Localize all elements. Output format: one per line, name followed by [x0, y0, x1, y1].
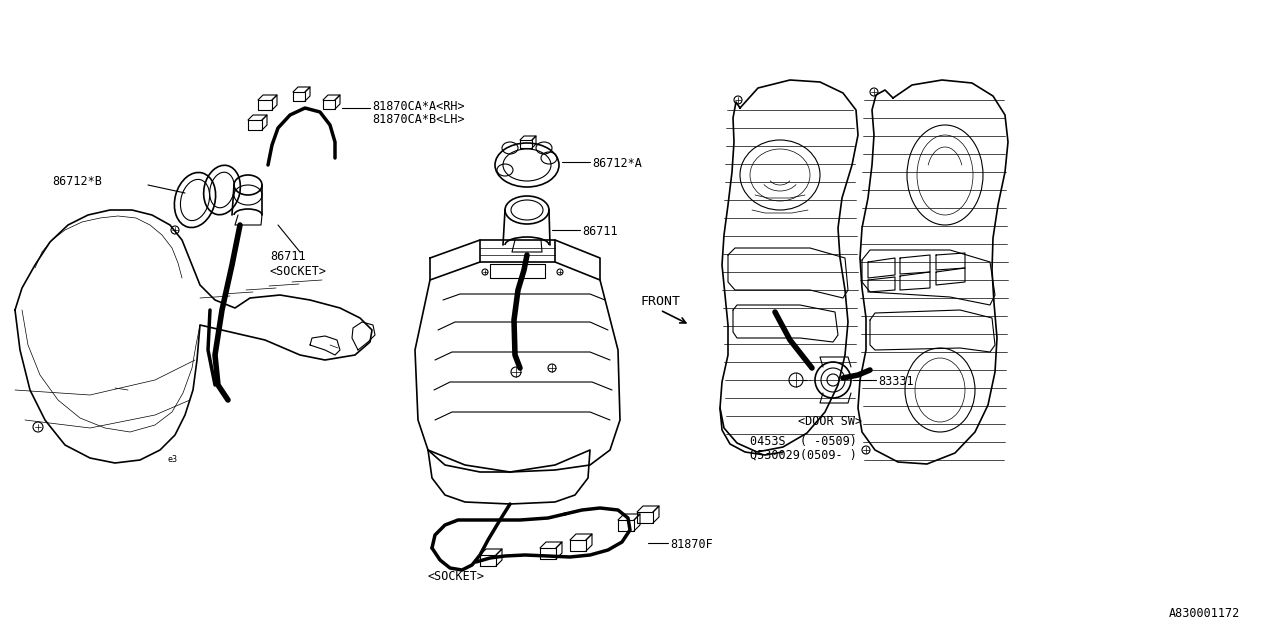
Text: 81870CA*B<LH>: 81870CA*B<LH> — [372, 113, 465, 126]
Text: A830001172: A830001172 — [1169, 607, 1240, 620]
Text: e3: e3 — [168, 455, 178, 464]
Text: 86711: 86711 — [582, 225, 618, 238]
Text: 81870F: 81870F — [669, 538, 713, 551]
Text: FRONT: FRONT — [640, 295, 680, 308]
Text: 86712*A: 86712*A — [591, 157, 641, 170]
Text: 83331: 83331 — [878, 375, 914, 388]
Text: 86711
<SOCKET>: 86711 <SOCKET> — [270, 250, 326, 278]
Text: 0453S  ( -0509): 0453S ( -0509) — [750, 435, 856, 448]
Text: <DOOR SW>: <DOOR SW> — [797, 415, 863, 428]
Text: 86712*B: 86712*B — [52, 175, 102, 188]
Text: <SOCKET>: <SOCKET> — [428, 570, 485, 583]
Text: Q530029(0509- ): Q530029(0509- ) — [750, 449, 856, 462]
Text: 81870CA*A<RH>: 81870CA*A<RH> — [372, 100, 465, 113]
